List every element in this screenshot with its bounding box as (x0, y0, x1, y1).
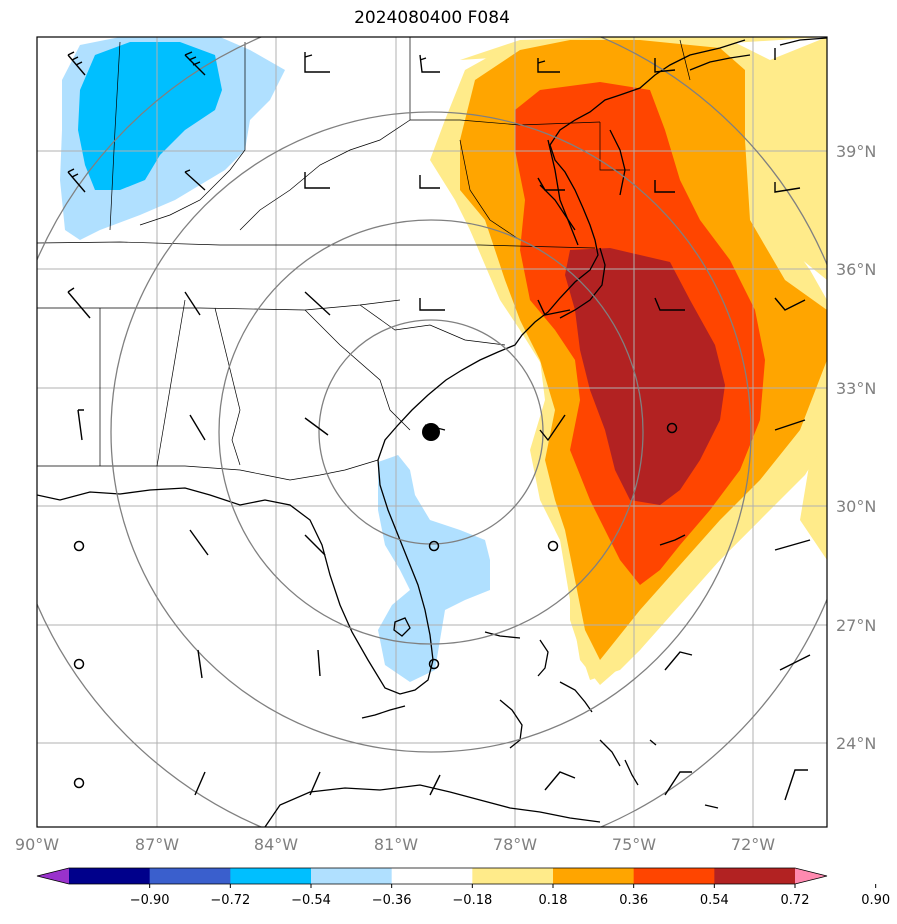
lat-label: 27°N (836, 616, 876, 635)
lon-label: 75°W (612, 835, 656, 854)
colorbar-segment (633, 868, 715, 884)
colorbar-segment (230, 868, 312, 884)
map-title: 2024080400 F084 (354, 8, 510, 28)
lon-label: 72°W (731, 835, 775, 854)
range-rings (37, 37, 827, 827)
colorbar-extend-high (795, 868, 827, 884)
colorbar-segment (69, 868, 151, 884)
lat-label: 30°N (836, 497, 876, 516)
colorbar-extend-low (37, 868, 69, 884)
colorbar-tick-label: −0.90 (130, 893, 170, 908)
contour-fill-layer (60, 37, 827, 685)
lon-label: 81°W (374, 835, 418, 854)
colorbar-tick-label: 0.54 (700, 893, 729, 908)
colorbar (36, 867, 877, 888)
colorbar-outline (36, 867, 828, 885)
colorbar-tick-labels: −0.90 −0.72 −0.54 −0.36 −0.18 0.18 0.36 0.54 0.7… (130, 893, 890, 908)
calm-wind-markers (73, 422, 678, 789)
lon-label: 90°W (15, 835, 59, 854)
colorbar-tick-label: 0.72 (781, 893, 810, 908)
longitude-labels: 90°W 87°W 84°W 81°W 78°W 75°W 72°W (15, 835, 775, 854)
colorbar-segment (149, 868, 231, 884)
colorbar-tick-label: −0.54 (291, 893, 331, 908)
colorbar-tick-label: −0.18 (452, 893, 492, 908)
gridlines (37, 37, 827, 827)
colorbar-segment (472, 868, 554, 884)
lat-label: 24°N (836, 734, 876, 753)
colorbar-segment (311, 868, 393, 884)
contour-positive-max (565, 248, 725, 505)
storm-center-marker (422, 423, 440, 441)
lat-label: 39°N (836, 142, 876, 161)
colorbar-segment (553, 868, 635, 884)
lon-label: 84°W (254, 835, 298, 854)
map-frame (36, 36, 828, 828)
colorbar-tick-label: 0.36 (619, 893, 648, 908)
contour-negative-low-fl (378, 455, 490, 682)
lon-label: 87°W (135, 835, 179, 854)
latitude-labels: 39°N 36°N 33°N 30°N 27°N 24°N (836, 142, 876, 753)
coastlines (37, 37, 827, 827)
colorbar-segment (714, 868, 796, 884)
lat-label: 36°N (836, 260, 876, 279)
lat-label: 33°N (836, 379, 876, 398)
colorbar-tick-label: −0.36 (372, 893, 412, 908)
state-borders (37, 37, 691, 481)
colorbar-tick-label: 0.18 (539, 893, 568, 908)
colorbar-tick-label: 0.90 (861, 893, 890, 908)
colorbar-segment (391, 868, 473, 884)
colorbar-tick-label: −0.72 (210, 893, 250, 908)
lon-label: 78°W (493, 835, 537, 854)
